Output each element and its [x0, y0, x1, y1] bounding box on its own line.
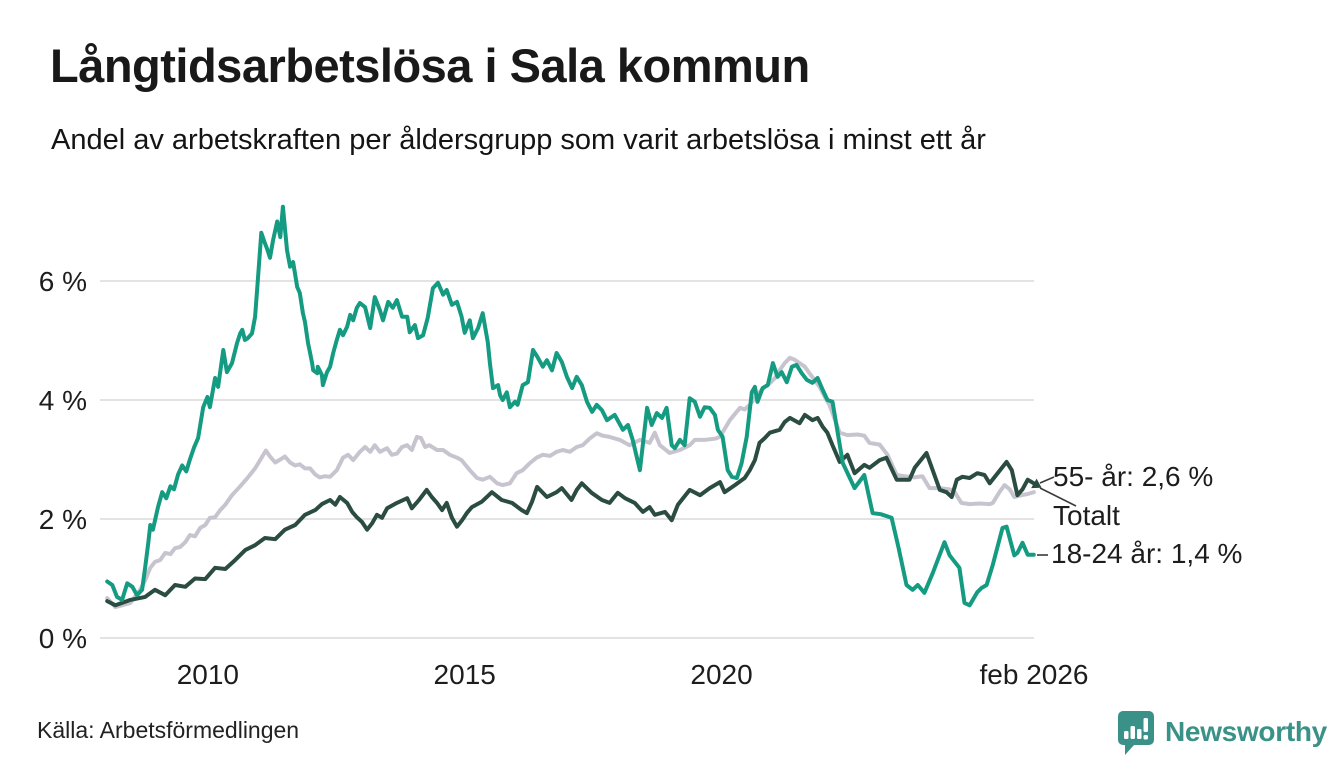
x-tick-label: 2015	[434, 659, 496, 690]
y-tick-label: 4 %	[39, 385, 87, 416]
series-end-arrow-icon	[1031, 478, 1042, 489]
y-tick-label: 6 %	[39, 266, 87, 297]
series-line-totalt	[105, 355, 1036, 610]
series-end-label-totalt: Totalt	[1053, 500, 1120, 531]
y-tick-label: 2 %	[39, 504, 87, 535]
x-tick-label: 2020	[690, 659, 752, 690]
newsworthy-bubble-icon	[1118, 711, 1154, 755]
x-tick-label: 2010	[177, 659, 239, 690]
label-leader-line	[1039, 476, 1055, 484]
chart-subtitle: Andel av arbetskraften per åldersgrupp s…	[51, 124, 986, 156]
newsworthy-logo: Newsworthy	[1115, 709, 1327, 755]
series-end-label-55: 55- år: 2,6 %	[1053, 461, 1214, 492]
bar-chart-icon	[1124, 718, 1148, 740]
y-tick-label: 0 %	[39, 623, 87, 654]
chart-title: Långtidsarbetslösa i Sala kommun	[50, 39, 810, 92]
source-note: Källa: Arbetsförmedlingen	[37, 717, 300, 743]
newsworthy-wordmark: Newsworthy	[1165, 716, 1327, 747]
series-end-label-18-24: 18-24 år: 1,4 %	[1051, 538, 1243, 569]
series-line-1824	[105, 204, 1036, 608]
x-tick-label: feb 2026	[980, 659, 1089, 690]
series-line-55plus	[105, 412, 1036, 608]
label-leader-line	[1039, 487, 1077, 507]
